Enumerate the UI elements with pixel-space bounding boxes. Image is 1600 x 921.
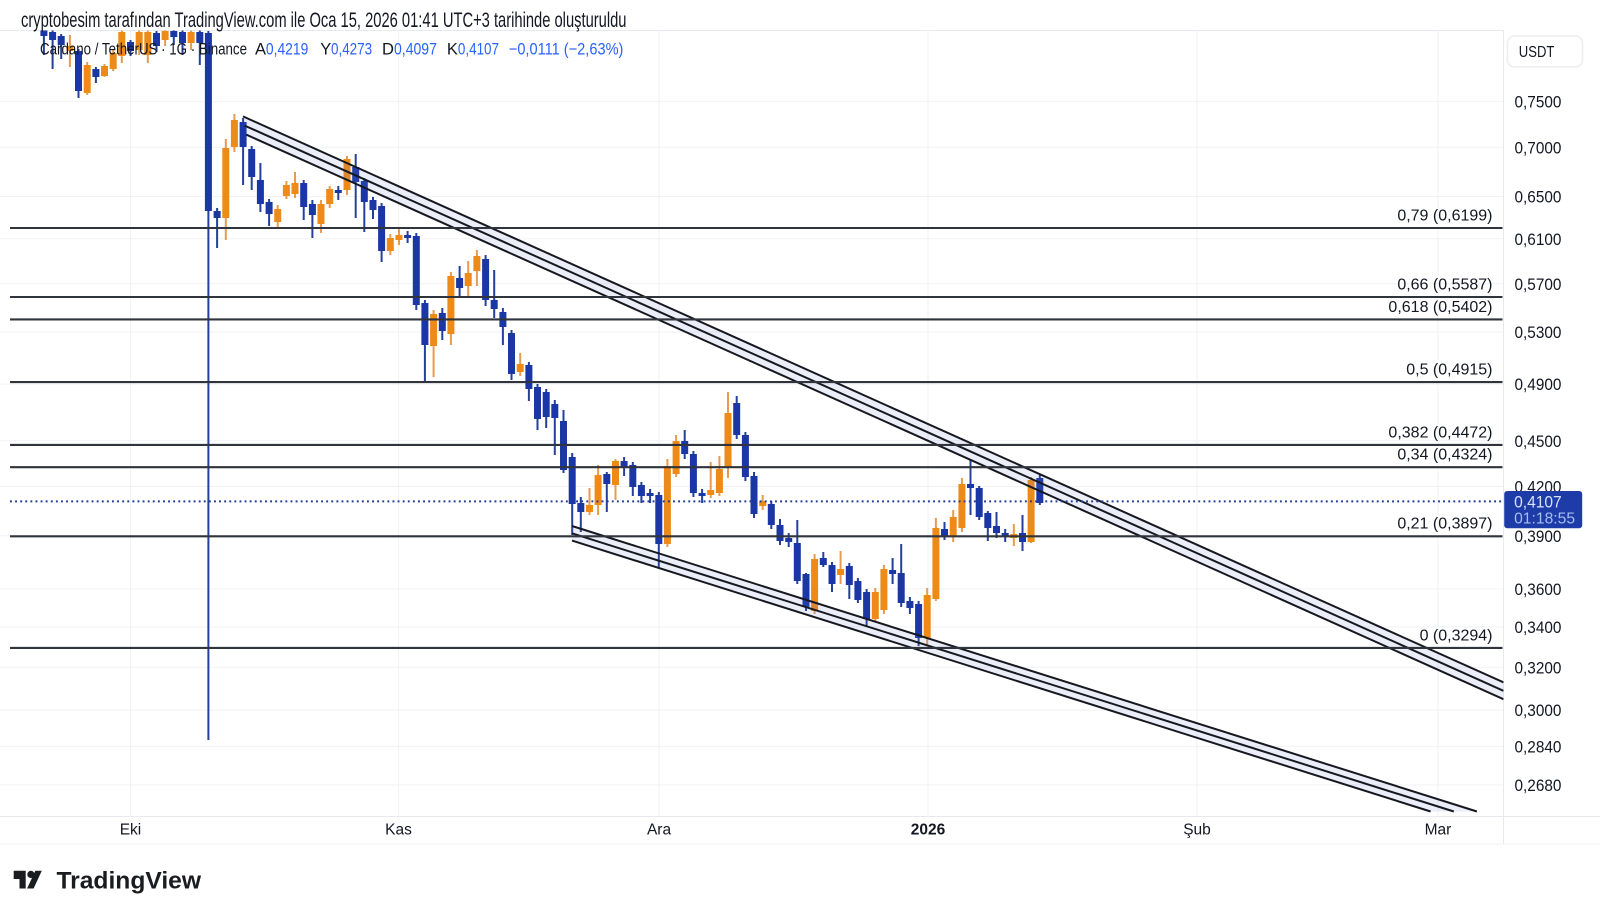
- svg-text:0,3200: 0,3200: [1515, 659, 1562, 677]
- svg-text:Mar: Mar: [1425, 822, 1452, 839]
- svg-text:0,4107: 0,4107: [1514, 493, 1562, 512]
- svg-text:0,6100: 0,6100: [1515, 231, 1562, 249]
- svg-text:0,3400: 0,3400: [1515, 619, 1562, 637]
- svg-text:0,5700: 0,5700: [1515, 276, 1562, 294]
- svg-text:0,3000: 0,3000: [1515, 702, 1562, 720]
- svg-text:TradingView: TradingView: [57, 868, 202, 895]
- svg-text:0,4900: 0,4900: [1515, 376, 1562, 394]
- svg-text:0,382 (0,4472): 0,382 (0,4472): [1388, 424, 1492, 441]
- svg-text:0,4107: 0,4107: [458, 41, 499, 59]
- svg-text:0,4500: 0,4500: [1515, 433, 1562, 451]
- svg-text:0,5300: 0,5300: [1515, 324, 1562, 342]
- svg-text:0,7000: 0,7000: [1515, 139, 1562, 157]
- svg-text:0,34 (0,4324): 0,34 (0,4324): [1397, 447, 1492, 464]
- svg-text:0,2840: 0,2840: [1515, 739, 1562, 757]
- svg-text:01:18:55: 01:18:55: [1514, 511, 1575, 528]
- svg-text:0,5 (0,4915): 0,5 (0,4915): [1406, 362, 1492, 379]
- svg-text:D: D: [382, 41, 394, 59]
- svg-text:0,66 (0,5587): 0,66 (0,5587): [1397, 276, 1492, 293]
- svg-text:0,4273: 0,4273: [331, 41, 372, 59]
- svg-text:0,618 (0,5402): 0,618 (0,5402): [1388, 299, 1492, 316]
- svg-text:0,3600: 0,3600: [1515, 581, 1562, 599]
- svg-text:Y: Y: [320, 41, 331, 59]
- svg-text:0,6500: 0,6500: [1515, 189, 1562, 207]
- svg-text:Şub: Şub: [1183, 822, 1211, 839]
- svg-text:Cardano / TetherUS · 1G · Bina: Cardano / TetherUS · 1G · Binance: [40, 41, 247, 59]
- svg-text:2026: 2026: [911, 822, 946, 839]
- svg-text:−0,0111 (−2,63%): −0,0111 (−2,63%): [509, 41, 624, 59]
- svg-text:0,7500: 0,7500: [1515, 94, 1562, 112]
- svg-text:0,3900: 0,3900: [1515, 528, 1562, 546]
- svg-text:K: K: [447, 41, 458, 59]
- svg-text:A: A: [255, 41, 266, 59]
- svg-text:Kas: Kas: [385, 822, 412, 839]
- svg-text:0,21 (0,3897): 0,21 (0,3897): [1397, 516, 1492, 533]
- svg-text:cryptobesim tarafından Trading: cryptobesim tarafından TradingView.com i…: [21, 8, 627, 32]
- svg-text:0,79 (0,6199): 0,79 (0,6199): [1397, 207, 1492, 224]
- svg-text:0,2680: 0,2680: [1515, 777, 1562, 795]
- svg-text:0 (0,3294): 0 (0,3294): [1420, 627, 1493, 644]
- svg-text:USDT: USDT: [1519, 44, 1555, 61]
- svg-text:Eki: Eki: [120, 822, 142, 839]
- svg-text:0,4219: 0,4219: [266, 41, 308, 59]
- svg-text:Ara: Ara: [647, 822, 672, 839]
- svg-text:0,4097: 0,4097: [394, 41, 437, 59]
